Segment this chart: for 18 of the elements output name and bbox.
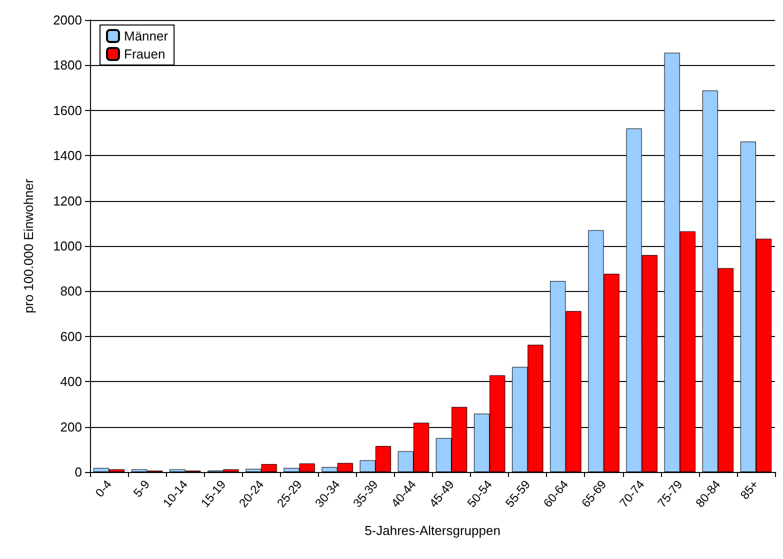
legend-label: Frauen bbox=[124, 46, 166, 62]
x-axis-title: 5-Jahres-Altersgruppen bbox=[364, 523, 500, 538]
y-tick-label: 400 bbox=[60, 374, 82, 390]
y-tick-label: 1400 bbox=[53, 148, 82, 164]
x-tick-label: 5-9 bbox=[130, 477, 153, 500]
y-tick-label: 0 bbox=[74, 464, 82, 480]
x-tick-label: 85+ bbox=[738, 478, 762, 502]
legend-label: Männer bbox=[124, 28, 169, 44]
y-tick-label: 1000 bbox=[53, 238, 82, 254]
y-tick-label: 600 bbox=[60, 328, 82, 344]
y-tick-label: 200 bbox=[60, 419, 82, 434]
y-tick-label: 1800 bbox=[53, 58, 82, 73]
y-axis-title: pro 100.000 Einwohner bbox=[21, 178, 36, 314]
y-tick-label: 1600 bbox=[53, 102, 82, 118]
x-tick-label: 0-4 bbox=[92, 477, 115, 500]
y-tick-label: 800 bbox=[60, 284, 82, 299]
y-tick-label: 2000 bbox=[53, 12, 82, 28]
y-tick-label: 1200 bbox=[53, 193, 82, 208]
